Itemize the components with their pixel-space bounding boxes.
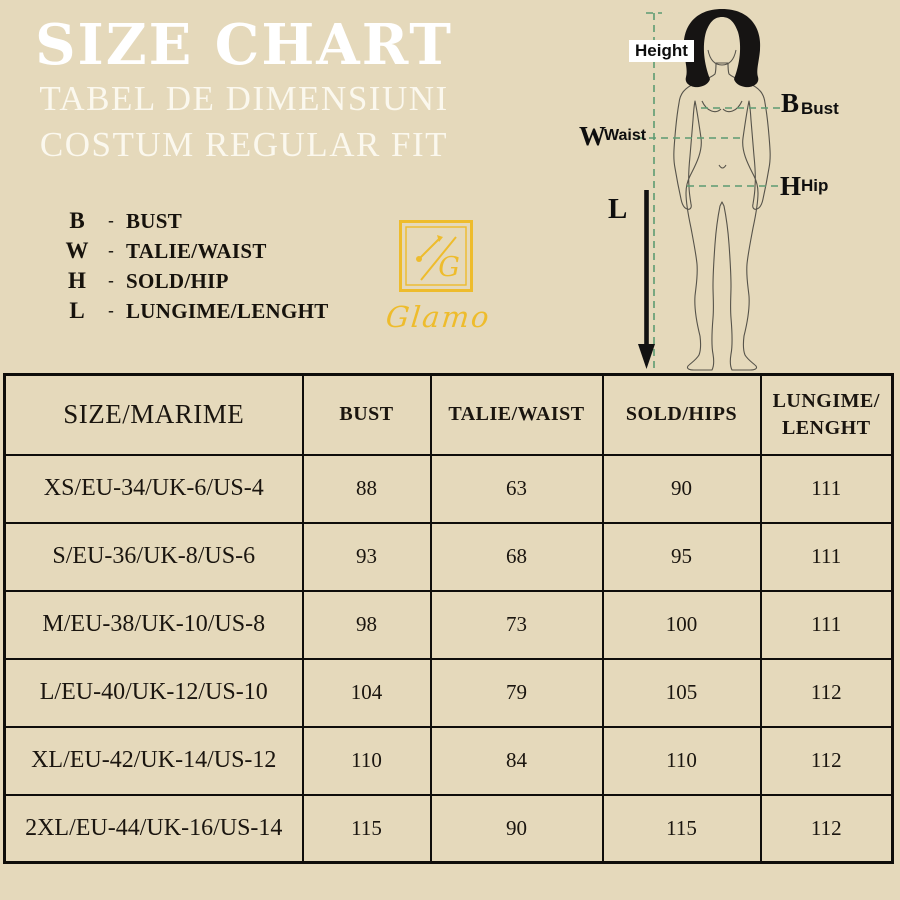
title-block: SIZE CHART TABEL DE DIMENSIUNI COSTUM RE… <box>0 14 488 168</box>
table-header-row: SIZE/MARIME BUST TALIE/WAIST SOLD/HIPS L… <box>3 373 894 456</box>
legend-separator: - <box>108 241 114 260</box>
hip-letter-label: H <box>780 171 802 201</box>
table-row: 2XL/EU-44/UK-16/US-14 115 90 115 112 <box>3 793 894 864</box>
legend-label: BUST <box>126 208 183 233</box>
column-header-bust: BUST <box>301 373 432 456</box>
table-row: XL/EU-42/UK-14/US-12 110 84 110 112 <box>3 725 894 796</box>
brand-name: Glamo <box>384 300 493 334</box>
cell-waist: 63 <box>429 453 604 524</box>
cell-size: XS/EU-34/UK-6/US-4 <box>3 453 304 524</box>
size-table: SIZE/MARIME BUST TALIE/WAIST SOLD/HIPS L… <box>3 373 894 864</box>
table-row: L/EU-40/UK-12/US-10 104 79 105 112 <box>3 657 894 728</box>
legend-letter: B <box>69 208 85 233</box>
column-header-length: LUNGIME/​LENGHT <box>759 373 894 456</box>
brand-logo: G Glamo <box>384 220 492 334</box>
column-header-size: SIZE/MARIME <box>3 373 304 456</box>
hip-word-label: Hip <box>801 176 829 195</box>
cell-hips: 115 <box>601 793 762 864</box>
table-row: S/EU-36/UK-8/US-6 93 68 95 111 <box>3 521 894 592</box>
waist-letter-label: W <box>579 121 606 151</box>
legend-letter: L <box>69 298 85 323</box>
cell-bust: 98 <box>301 589 432 660</box>
legend-separator: - <box>108 211 114 230</box>
measurement-figure <box>580 0 900 373</box>
bust-word-label: Bust <box>801 99 839 118</box>
subtitle-line2: COSTUM REGULAR FIT <box>39 125 449 164</box>
cell-size: 2XL/EU-44/UK-16/US-14 <box>3 793 304 864</box>
cell-waist: 84 <box>429 725 604 796</box>
cell-waist: 73 <box>429 589 604 660</box>
cell-waist: 68 <box>429 521 604 592</box>
length-arrow-icon <box>638 190 655 369</box>
cell-length: 112 <box>759 725 894 796</box>
column-header-waist: TALIE/WAIST <box>429 373 604 456</box>
cell-length: 111 <box>759 589 894 660</box>
cell-length: 111 <box>759 521 894 592</box>
logo-slash <box>420 236 457 281</box>
measurement-legend: B - BUST W - TALIE/WAIST H - SOLD/HIP L … <box>58 206 329 326</box>
table-row: M/EU-38/UK-10/US-8 98 73 100 111 <box>3 589 894 660</box>
length-letter-label: L <box>608 193 628 225</box>
cell-length: 112 <box>759 657 894 728</box>
cell-bust: 115 <box>301 793 432 864</box>
cell-waist: 90 <box>429 793 604 864</box>
legend-letter: W <box>65 238 89 263</box>
cell-size: S/EU-36/UK-8/US-6 <box>3 521 304 592</box>
cell-bust: 110 <box>301 725 432 796</box>
logo-mark-icon: G <box>399 220 473 292</box>
cell-hips: 100 <box>601 589 762 660</box>
cell-size: XL/EU-42/UK-14/US-12 <box>3 725 304 796</box>
logo-monogram: G <box>438 252 460 283</box>
cell-bust: 88 <box>301 453 432 524</box>
cell-hips: 110 <box>601 725 762 796</box>
cell-size: L/EU-40/UK-12/US-10 <box>3 657 304 728</box>
cell-bust: 93 <box>301 521 432 592</box>
table-row: XS/EU-34/UK-6/US-4 88 63 90 111 <box>3 453 894 524</box>
legend-item-bust: B - BUST <box>58 206 329 236</box>
cell-hips: 105 <box>601 657 762 728</box>
bust-letter-label: B <box>781 88 800 118</box>
measure-lines <box>637 12 782 370</box>
column-header-hips: SOLD/HIPS <box>601 373 762 456</box>
cell-size: M/EU-38/UK-10/US-8 <box>3 589 304 660</box>
legend-item-waist: W - TALIE/WAIST <box>58 236 329 266</box>
legend-item-length: L - LUNGIME/LENGHT <box>58 296 329 326</box>
cell-length: 111 <box>759 453 894 524</box>
cell-hips: 90 <box>601 453 762 524</box>
cell-length: 112 <box>759 793 894 864</box>
female-silhouette-icon <box>637 9 782 371</box>
legend-item-hip: H - SOLD/HIP <box>58 266 329 296</box>
cell-waist: 79 <box>429 657 604 728</box>
legend-label: SOLD/HIP <box>126 268 229 293</box>
page-title: SIZE CHART <box>35 12 453 78</box>
legend-separator: - <box>108 271 114 290</box>
logo-pen-icon <box>416 235 443 262</box>
cell-hips: 95 <box>601 521 762 592</box>
legend-label: LUNGIME/LENGHT <box>126 298 329 323</box>
legend-separator: - <box>108 301 114 320</box>
subtitle-line1: TABEL DE DIMENSIUNI <box>39 79 449 118</box>
legend-label: TALIE/WAIST <box>126 238 267 263</box>
cell-bust: 104 <box>301 657 432 728</box>
height-label: Height <box>629 40 694 62</box>
legend-letter: H <box>68 268 86 293</box>
waist-word-label: Waist <box>604 127 647 144</box>
